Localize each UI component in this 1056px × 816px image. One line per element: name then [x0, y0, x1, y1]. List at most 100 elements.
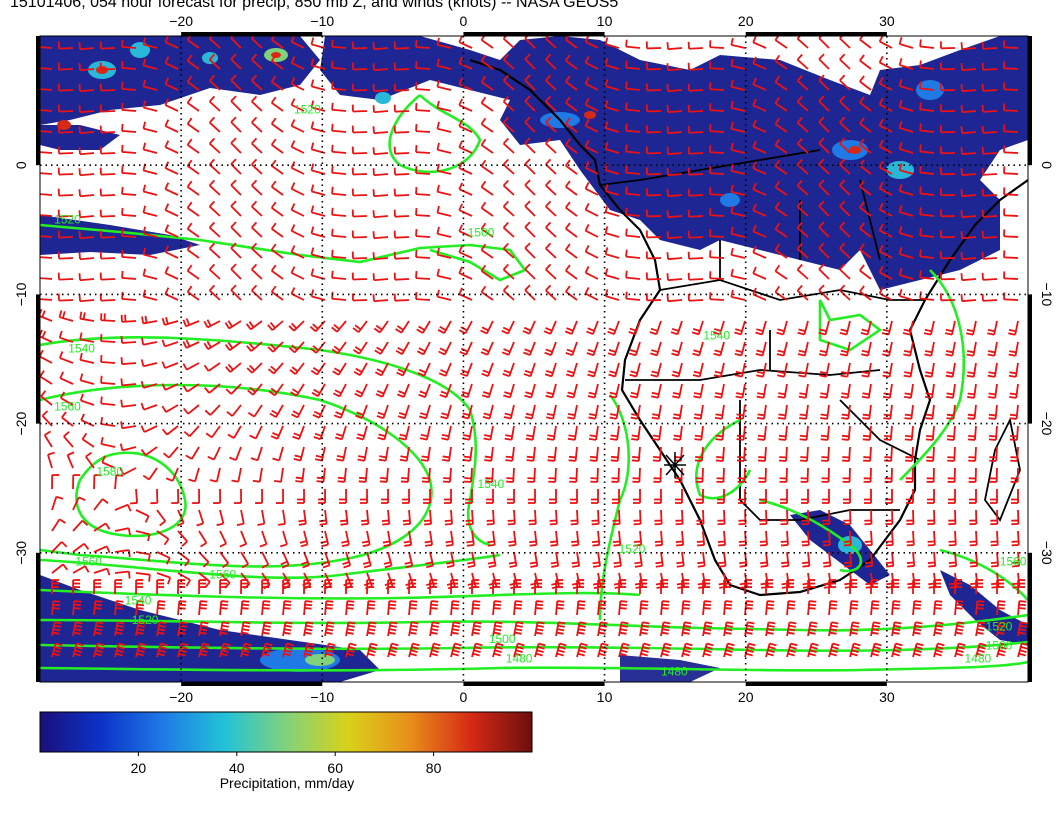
wind-barb-304 [502, 158, 515, 175]
wind-barb-181 [878, 97, 893, 112]
wind-barb-298 [372, 168, 389, 177]
wind-barb-999 [297, 488, 305, 504]
wind-barb-554 [818, 263, 830, 280]
wind-barb-258 [524, 137, 536, 154]
wind-barb-191 [99, 125, 116, 134]
wind-barb-1010 [528, 488, 536, 504]
wind-barb-1097 [382, 530, 392, 547]
wind-barb-1054 [465, 509, 474, 526]
wind-barb-414 [839, 200, 851, 217]
wind-barb-774 [503, 383, 515, 399]
wind-barb-686 [628, 341, 641, 357]
wind-barb-1181 [177, 572, 191, 587]
wind-barb-1246 [555, 579, 564, 595]
wind-barb-114 [458, 77, 473, 91]
wind-barb-1145 [404, 551, 414, 569]
wind-barb-514 [960, 252, 977, 261]
wind-barb-136 [919, 81, 935, 91]
wind-barb-1058 [549, 509, 558, 526]
wind-barb-151 [251, 95, 263, 112]
wind-barb-538 [480, 264, 494, 280]
colorbar-label: Precipitation, mm/day [219, 775, 355, 791]
wind-barb-210 [502, 116, 515, 133]
wind-barb-958 [421, 467, 431, 483]
wind-barb-624 [309, 320, 326, 333]
wind-barb-532 [351, 272, 368, 281]
wind-barb-852 [161, 425, 179, 436]
wind-barb-1256 [765, 579, 774, 595]
wind-barb-629 [416, 320, 431, 334]
wind-barb-849 [100, 416, 116, 427]
wind-barb-218 [666, 126, 683, 135]
wind-barb-307 [565, 159, 578, 175]
wind-barb-751 [1008, 362, 1019, 378]
wind-barb-1048 [340, 509, 349, 526]
wind-barb-239 [121, 144, 137, 154]
wind-barb-1139 [280, 551, 290, 569]
colorbar-tick-label-1: 40 [229, 760, 245, 776]
wind-barb-132 [839, 74, 851, 91]
wind-barb-1100 [445, 530, 454, 547]
wind-barb-76 [645, 62, 662, 71]
wind-barb-1009 [507, 488, 515, 504]
wind-barb-912 [442, 446, 452, 462]
lon-label-bottom-1: −10 [310, 689, 334, 705]
wind-barb-480 [251, 242, 263, 259]
wind-barb-548 [687, 272, 704, 281]
wind-barb-1332 [387, 621, 398, 637]
wind-barb-680 [501, 341, 515, 356]
wind-barb-597 [730, 289, 746, 301]
wind-barb-911 [420, 446, 431, 462]
wind-barb-766 [332, 383, 347, 398]
wind-barb-162 [480, 96, 494, 112]
wind-barb-780 [629, 383, 641, 399]
wind-barb-174 [730, 100, 746, 112]
wind-barb-275 [878, 139, 893, 154]
wind-barb-263 [625, 144, 641, 154]
wind-barb-971 [695, 467, 704, 483]
wind-barb-288 [164, 161, 179, 175]
wind-barb-335 [164, 182, 179, 196]
wind-barb-1140 [300, 551, 310, 569]
colorbar [39, 711, 533, 753]
wind-barb-1362 [1017, 621, 1028, 637]
wind-barb-845 [1009, 404, 1019, 420]
wind-barb-744 [861, 362, 872, 378]
wind-barb-336 [186, 180, 200, 196]
wind-barb-1122 [906, 530, 915, 547]
wind-barb-346 [393, 188, 410, 197]
wind-barb-919 [589, 446, 599, 462]
wind-barb-1000 [318, 488, 326, 504]
wind-barb-525 [208, 263, 221, 280]
wind-barb-1389 [597, 642, 609, 658]
wind-barb-1102 [487, 530, 496, 547]
wind-barb-689 [692, 341, 704, 357]
wind-barb-434 [270, 222, 284, 238]
wind-barb-901 [207, 446, 221, 461]
wind-barb-880 [757, 425, 767, 441]
wind-barb-559 [919, 270, 935, 280]
map-title: 15101406, 054 hour forecast for precip, … [10, 0, 619, 11]
wind-barb-155 [331, 102, 347, 112]
wind-barb-473 [99, 251, 116, 260]
wind-barb-1096 [361, 530, 371, 547]
wind-barb-96 [78, 84, 95, 93]
wind-barb-450 [604, 226, 620, 238]
wind-barb-609 [981, 293, 998, 302]
wind-barb-662 [120, 335, 137, 344]
wind-barb-832 [735, 404, 746, 420]
wind-barb-244 [230, 137, 242, 154]
wind-barb-1405 [933, 642, 945, 658]
wind-barb-1381 [429, 642, 441, 658]
wind-barb-713 [203, 362, 221, 372]
frame-seg-left-0 [36, 36, 40, 166]
wind-barb-157 [372, 105, 389, 114]
wind-barb-869 [525, 425, 536, 441]
wind-barb-584 [458, 287, 473, 301]
wind-barb-883 [820, 425, 830, 441]
wind-barb-40 [878, 36, 893, 49]
wind-barb-687 [650, 341, 662, 357]
wind-barb-97 [99, 83, 116, 92]
wind-barb-52 [142, 58, 158, 70]
wind-barb-544 [604, 268, 620, 280]
